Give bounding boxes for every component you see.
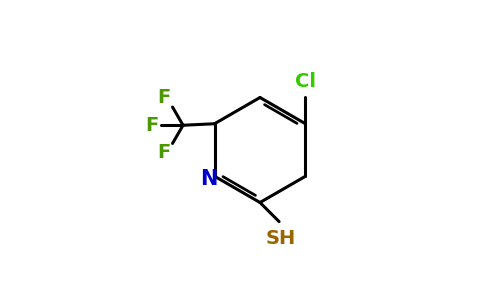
Text: F: F <box>157 88 170 107</box>
Text: F: F <box>157 143 170 162</box>
Text: F: F <box>145 116 158 135</box>
Text: Cl: Cl <box>295 72 316 91</box>
Text: N: N <box>200 169 217 189</box>
Text: SH: SH <box>265 229 296 248</box>
